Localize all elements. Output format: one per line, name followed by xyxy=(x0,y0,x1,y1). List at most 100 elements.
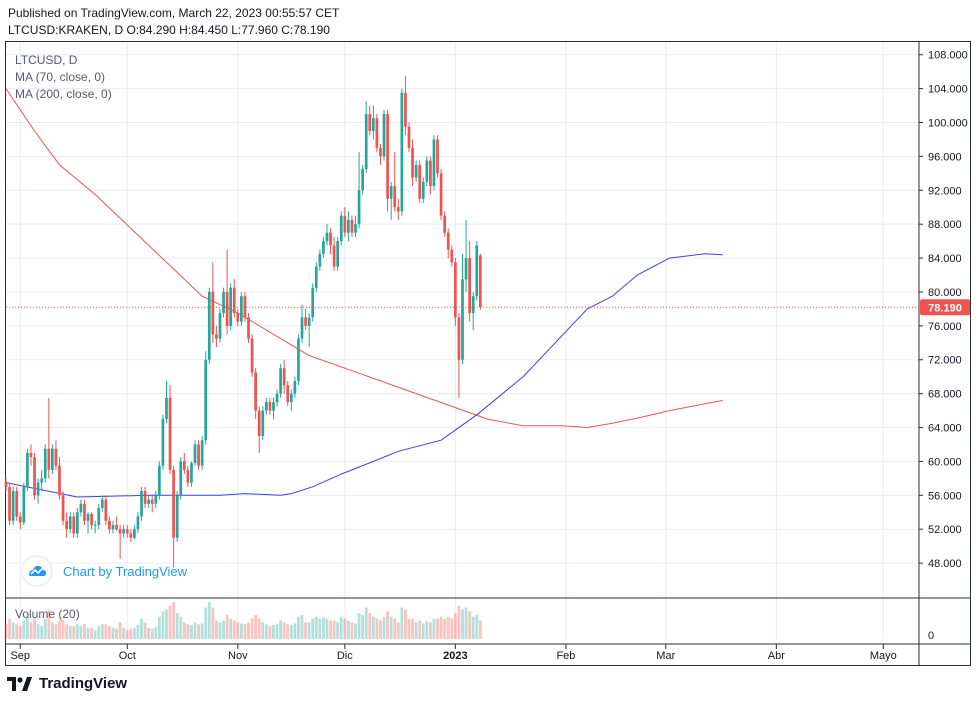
y-tick-label: 48.000 xyxy=(928,558,962,570)
volume-bar xyxy=(122,627,126,639)
volume-bar xyxy=(464,607,468,639)
candle-body xyxy=(336,241,340,267)
volume-bar xyxy=(293,623,297,639)
volume-bar xyxy=(428,622,432,639)
volume-axis-label: 0 xyxy=(928,630,934,642)
candle-body xyxy=(311,287,315,318)
ma70-line xyxy=(5,253,723,498)
volume-bar xyxy=(432,618,436,639)
volume-bar xyxy=(165,609,168,639)
volume-bar xyxy=(371,616,375,639)
candle-body xyxy=(229,287,233,326)
x-tick-label: Abr xyxy=(768,650,785,662)
volume-bar xyxy=(90,627,94,639)
candle-body xyxy=(300,317,304,339)
candle-body xyxy=(268,402,272,411)
volume-bar xyxy=(425,621,429,639)
volume-bar xyxy=(204,607,208,639)
candle-body xyxy=(68,516,72,530)
candle-body xyxy=(204,359,208,441)
volume-bar xyxy=(225,614,229,639)
candle-body xyxy=(118,529,122,534)
y-tick-label: 56.000 xyxy=(928,490,962,502)
legend-symbol: LTCUSD, D xyxy=(15,53,78,67)
candle-body xyxy=(140,491,143,517)
y-tick-label: 64.000 xyxy=(928,423,962,435)
volume-bar xyxy=(457,605,461,639)
volume-bar xyxy=(229,618,233,639)
volume-bar xyxy=(86,627,90,639)
x-tick-label: Nov xyxy=(228,650,248,662)
candle-body xyxy=(450,249,454,263)
candle-body xyxy=(471,296,475,314)
ma200-line xyxy=(5,88,723,429)
candle-body xyxy=(218,313,222,339)
candle-body xyxy=(279,368,282,394)
y-tick-label: 60.000 xyxy=(928,456,962,468)
volume-bar xyxy=(214,620,218,639)
volume-bar xyxy=(239,623,243,639)
volume-bar xyxy=(179,616,183,639)
volume-bar xyxy=(22,620,26,639)
candle-body xyxy=(257,410,261,437)
candle-body xyxy=(133,529,136,538)
candle-body xyxy=(318,253,322,267)
volume-bar xyxy=(404,609,407,639)
candle-body xyxy=(314,266,318,288)
candle-body xyxy=(150,499,154,504)
y-tick-label: 108.000 xyxy=(928,50,968,62)
volume-bar xyxy=(386,611,390,639)
candle-body xyxy=(104,499,108,521)
candle-body xyxy=(175,495,179,538)
candle-body xyxy=(125,529,129,534)
volume-bar xyxy=(350,622,354,639)
candle-body xyxy=(129,533,133,538)
volume-bar xyxy=(307,622,311,639)
volume-bar xyxy=(418,620,422,639)
volume-bar xyxy=(314,616,318,639)
volume-bar xyxy=(336,622,340,639)
candle-body xyxy=(207,291,211,360)
candle-body xyxy=(379,147,382,157)
candle-body xyxy=(236,313,240,322)
volume-bar xyxy=(47,609,51,639)
candle-body xyxy=(286,385,290,403)
volume-bar xyxy=(107,626,111,639)
volume-bar xyxy=(211,607,215,639)
volume-bar xyxy=(207,602,211,639)
candle-body xyxy=(386,114,389,199)
candle-body xyxy=(468,258,471,314)
volume-bar xyxy=(468,611,472,639)
candle-body xyxy=(364,114,368,170)
legend-ma70: MA (70, close, 0) xyxy=(15,70,106,84)
volume-bar xyxy=(414,622,418,639)
candle-body xyxy=(393,186,397,208)
candle-body xyxy=(457,317,461,360)
candle-body xyxy=(443,215,447,233)
x-tick-label: Oct xyxy=(119,650,136,662)
candle-body xyxy=(343,215,347,233)
candle-body xyxy=(478,255,482,308)
candle-body xyxy=(354,224,357,233)
candle-body xyxy=(182,461,186,470)
volume-bar xyxy=(250,618,254,639)
candle-body xyxy=(322,241,325,254)
volume-bar xyxy=(200,623,204,639)
candle-body xyxy=(72,516,76,534)
volume-bar xyxy=(147,627,151,639)
candle-body xyxy=(154,495,158,504)
candle-body xyxy=(93,524,97,526)
y-tick-label: 68.000 xyxy=(928,389,962,401)
candle-body xyxy=(350,219,354,233)
volume-bar xyxy=(193,622,197,639)
candle-body xyxy=(190,463,193,483)
volume-bar xyxy=(436,618,439,639)
volume-bar xyxy=(125,629,129,639)
volume-bar xyxy=(232,620,236,639)
volume-bar xyxy=(118,622,122,639)
watermark[interactable]: Chart by TradingView xyxy=(21,555,187,587)
tradingview-logo[interactable]: TradingView xyxy=(7,675,127,692)
candle-body xyxy=(432,139,436,187)
volume-bar xyxy=(346,620,350,639)
